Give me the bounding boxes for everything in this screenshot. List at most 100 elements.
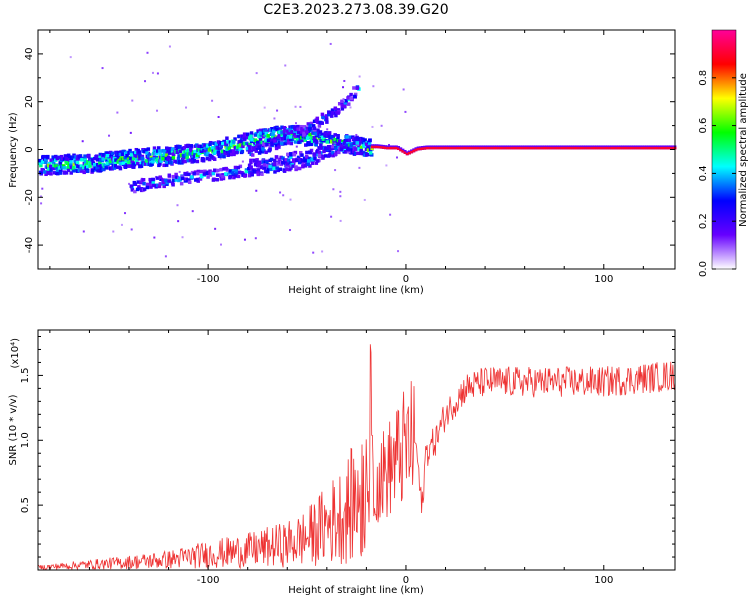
heatmap-cell	[219, 177, 224, 181]
heatmap-cell	[268, 147, 272, 152]
heatmap-cell	[531, 146, 535, 150]
heatmap-noise-cell	[69, 56, 72, 59]
heatmap-noise-cell	[329, 42, 332, 45]
heatmap-cell	[85, 164, 90, 169]
heatmap-noise-cell	[219, 243, 222, 246]
heatmap-cell	[403, 151, 407, 154]
heatmap-cell	[233, 165, 238, 170]
heatmap-cell	[233, 137, 237, 141]
heatmap-cell	[671, 146, 675, 150]
heatmap-cell	[370, 146, 375, 151]
heatmap-noise-cell	[211, 99, 214, 102]
heatmap-cell	[291, 164, 295, 168]
heatmap-cell	[401, 150, 405, 153]
heatmap-cell	[232, 152, 236, 157]
colorbar-tick-label: 0.4	[698, 165, 709, 181]
heatmap-cell	[258, 138, 263, 142]
heatmap-cell	[80, 158, 84, 162]
heatmap-cell	[145, 151, 149, 155]
heatmap-cell	[158, 152, 162, 156]
heatmap-noise-cell	[343, 79, 346, 82]
heatmap-cell	[190, 154, 194, 158]
heatmap-cell	[327, 110, 331, 114]
heatmap-cell	[356, 147, 360, 151]
snr-x-axis-label: Height of straight line (km)	[288, 585, 424, 596]
heatmap-cell	[310, 139, 315, 143]
heatmap-cell	[575, 146, 579, 150]
heatmap-noise-cell	[339, 195, 342, 198]
heatmap-cell	[308, 164, 312, 168]
heatmap-noise-cell	[295, 122, 298, 125]
heatmap-cell	[288, 125, 292, 129]
heatmap-cell	[314, 161, 319, 165]
heatmap-noise-cell	[116, 111, 119, 114]
heatmap-cell	[199, 169, 204, 174]
heatmap-cell	[379, 146, 383, 149]
heatmap-cell	[266, 167, 271, 172]
heatmap-cell	[141, 178, 146, 182]
heatmap-noise-cell	[219, 157, 222, 160]
heatmap-cell	[278, 127, 283, 132]
heatmap-cell	[282, 129, 287, 134]
heatmap-cell	[320, 132, 324, 137]
heatmap-cell	[263, 166, 267, 170]
heatmap-cell	[91, 168, 95, 173]
heatmap-cell	[647, 146, 651, 150]
heatmap-cell	[358, 151, 363, 156]
heatmap-cell	[202, 172, 207, 176]
heatmap-cell	[255, 140, 260, 145]
heatmap-cell	[216, 168, 220, 173]
heatmap-cell	[383, 146, 387, 150]
heatmap-cell	[503, 146, 507, 150]
heatmap-cell	[325, 140, 330, 144]
heatmap-cell	[309, 142, 313, 147]
heatmap-cell	[77, 155, 82, 159]
heatmap-noise-cell	[396, 156, 399, 159]
heatmap-cell	[280, 137, 285, 141]
heatmap-cell	[355, 138, 359, 142]
heatmap-noise-cell	[402, 88, 405, 91]
heatmap-cell	[497, 146, 501, 150]
heatmap-cell	[227, 146, 232, 151]
heatmap-cell	[142, 187, 147, 191]
heatmap-cell	[171, 156, 176, 160]
heatmap-cell	[161, 178, 165, 182]
heatmap-cell	[394, 146, 398, 150]
heatmap-cell	[301, 164, 305, 169]
heatmap-cell	[315, 116, 320, 121]
heatmap-cell	[113, 164, 118, 168]
heatmap-cell	[170, 147, 175, 151]
heatmap-cell	[221, 173, 225, 177]
heatmap-cell	[228, 171, 232, 175]
heatmap-cell	[344, 150, 348, 154]
heatmap-cell	[101, 167, 106, 172]
heatmap-cell	[220, 149, 225, 154]
heatmap-cell	[252, 158, 257, 163]
heatmap-cell	[338, 139, 343, 143]
heatmap-cell	[527, 146, 531, 150]
heatmap-cell	[553, 146, 557, 150]
heatmap-cell	[329, 144, 333, 149]
heatmap-cell	[66, 153, 71, 158]
heatmap-cell	[460, 146, 464, 150]
heatmap-cell	[46, 167, 51, 171]
heatmap-cell	[39, 170, 43, 175]
heatmap-cell	[340, 107, 345, 111]
heatmap-cell	[311, 124, 316, 128]
heatmap-cell	[97, 163, 101, 168]
heatmap-cell	[270, 141, 274, 145]
heatmap-cell	[271, 132, 275, 137]
heatmap-cell	[146, 182, 150, 187]
heatmap-cell	[162, 184, 166, 189]
heatmap-cell	[77, 168, 82, 173]
heatmap-cell	[282, 125, 287, 130]
heatmap-cell	[276, 161, 280, 166]
heatmap-cell	[133, 153, 137, 158]
heatmap-noise-cell	[339, 190, 342, 193]
heatmap-cell	[321, 156, 325, 160]
heatmap-cell	[85, 169, 90, 174]
heatmap-noise-cell	[279, 191, 282, 194]
heatmap-cell	[514, 146, 518, 150]
heatmap-cell	[392, 146, 396, 150]
heatmap-cell	[69, 165, 74, 169]
